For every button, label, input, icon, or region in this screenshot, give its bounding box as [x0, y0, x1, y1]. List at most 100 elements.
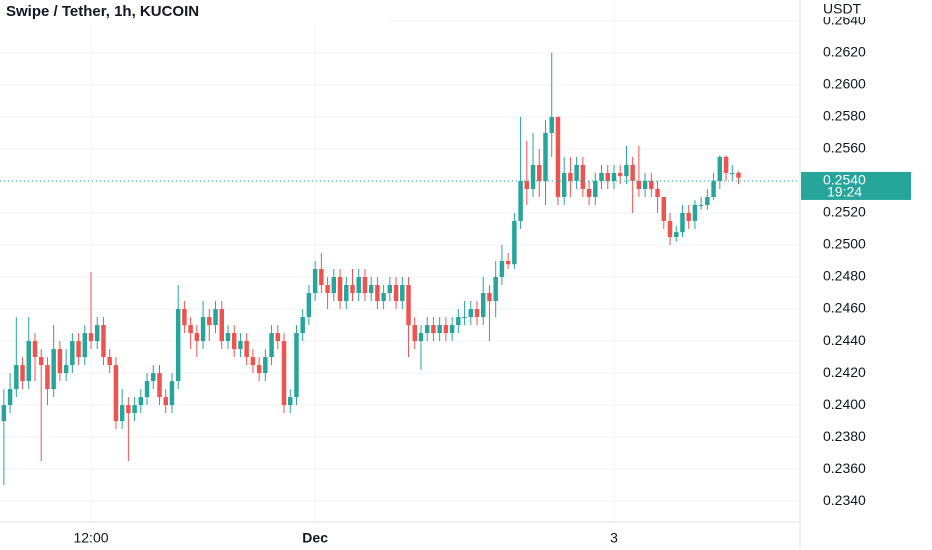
- candle-body: [51, 349, 56, 390]
- candle-body: [26, 341, 32, 382]
- candle-body: [225, 333, 231, 342]
- candle-body: [400, 285, 405, 302]
- candle-body: [368, 285, 374, 294]
- candle-body: [194, 333, 200, 342]
- candle-body: [431, 325, 436, 334]
- candle-body: [611, 172, 617, 181]
- candle-body: [543, 132, 548, 181]
- candle-body: [219, 309, 224, 342]
- y-tick-label: 0.2580: [823, 108, 866, 124]
- candle-body: [337, 277, 343, 302]
- price-label-box: [801, 171, 911, 200]
- candle-body: [723, 156, 729, 173]
- candles: [1, 52, 741, 486]
- candle-body: [717, 156, 723, 181]
- currency-label: USDT: [823, 1, 862, 17]
- candle-body: [605, 172, 610, 181]
- y-tick-label: 0.2440: [823, 332, 866, 348]
- candle-body: [213, 309, 218, 326]
- candle-body: [182, 309, 187, 326]
- candle-body: [7, 389, 13, 406]
- candle-body: [412, 325, 417, 342]
- candle-body: [493, 277, 498, 302]
- candle-body: [362, 277, 368, 294]
- x-tick-label: 12:00: [73, 530, 108, 546]
- candle-body: [269, 333, 274, 358]
- candle-body: [736, 172, 741, 178]
- candle-body: [449, 325, 455, 334]
- candle-body: [480, 293, 486, 318]
- candle-body: [76, 341, 81, 358]
- candle-body: [175, 309, 181, 382]
- candle-body: [88, 333, 94, 342]
- candle-body: [667, 220, 673, 237]
- candle-body: [424, 325, 430, 334]
- candle-body: [138, 397, 144, 406]
- candle-body: [256, 365, 262, 374]
- price-label: 0.2540: [823, 172, 866, 188]
- candle-body: [661, 196, 667, 221]
- candle-body: [499, 261, 505, 278]
- y-tick-label: 0.2360: [823, 460, 866, 476]
- y-tick-label: 0.2560: [823, 140, 866, 156]
- candle-body: [692, 204, 698, 221]
- candle-body: [113, 365, 119, 422]
- candle-body: [281, 341, 287, 406]
- candle-body: [275, 333, 281, 342]
- candle-body: [95, 325, 100, 342]
- candle-body: [312, 269, 318, 294]
- candle-body: [599, 172, 604, 181]
- candle-body: [705, 196, 710, 205]
- candle-body: [250, 357, 256, 366]
- y-tick-label: 0.2340: [823, 492, 866, 508]
- candle-body: [132, 405, 137, 414]
- candle-body: [730, 172, 735, 174]
- candle-body: [350, 285, 355, 294]
- candle-body: [126, 405, 131, 414]
- candle-body: [151, 373, 156, 382]
- candle-body: [680, 212, 685, 233]
- candle-body: [375, 285, 380, 302]
- candle-body: [586, 188, 592, 197]
- candle-body: [288, 397, 293, 406]
- candle-body: [325, 285, 330, 294]
- candle-body: [406, 285, 411, 326]
- candle-body: [655, 188, 660, 197]
- candle-body: [642, 180, 648, 189]
- y-tick-label: 0.2400: [823, 396, 866, 412]
- candle-body: [319, 269, 324, 286]
- candle-body: [188, 325, 193, 334]
- candle-body: [163, 397, 168, 406]
- candle-body: [443, 325, 449, 334]
- candle-body: [1, 405, 7, 422]
- candle-body: [300, 317, 305, 334]
- candle-body: [101, 325, 106, 358]
- candle-body: [306, 293, 312, 318]
- candle-body: [437, 325, 442, 334]
- candle-body: [561, 172, 567, 197]
- y-tick-label: 0.2480: [823, 268, 866, 284]
- candle-body: [462, 317, 467, 319]
- candle-body: [238, 341, 243, 350]
- candle-body: [200, 317, 206, 342]
- candle-body: [512, 220, 517, 265]
- candle-body: [649, 180, 654, 189]
- candle-body: [32, 341, 38, 358]
- candle-body: [698, 204, 704, 206]
- candle-body: [630, 164, 635, 181]
- y-tick-label: 0.2500: [823, 236, 866, 252]
- candle-body: [356, 277, 361, 294]
- candle-body: [244, 341, 249, 358]
- candle-body: [144, 381, 150, 398]
- candle-body: [20, 365, 25, 382]
- candle-body: [636, 180, 642, 189]
- candle-body: [624, 164, 629, 177]
- candle-body: [45, 365, 50, 390]
- y-tick-label: 0.2620: [823, 44, 866, 60]
- candle-body: [14, 365, 19, 390]
- candle-body: [537, 164, 542, 181]
- candle-body: [518, 180, 523, 221]
- countdown-label: 19:24: [827, 184, 862, 200]
